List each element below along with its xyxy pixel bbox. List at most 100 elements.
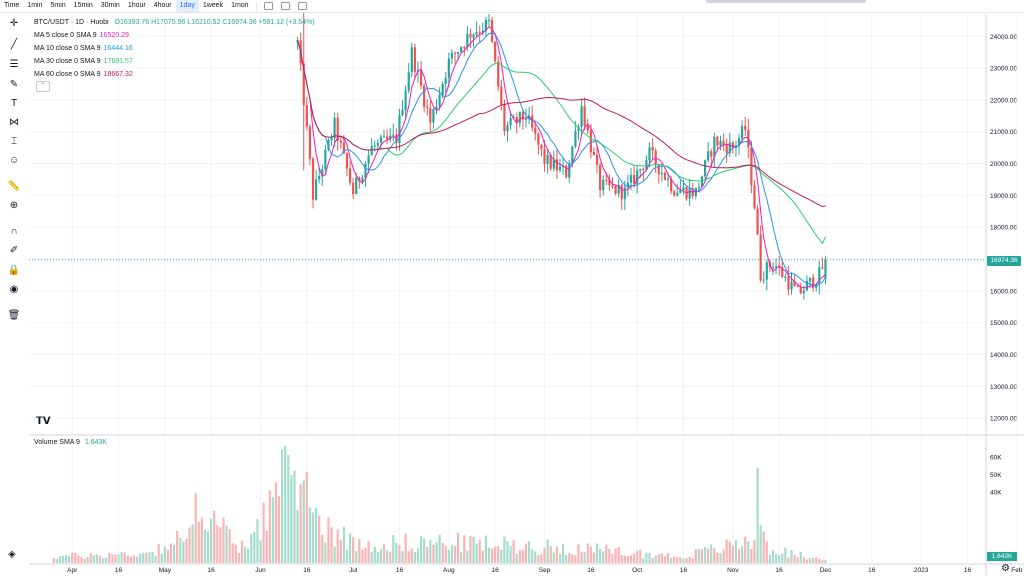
emoji-icon[interactable]: ☺	[8, 154, 20, 166]
volume-bar	[490, 548, 494, 563]
volume-bar	[213, 510, 216, 563]
collapse-legend-button[interactable]: ⌃	[36, 81, 50, 92]
tradingview-logo[interactable]: 𝗧𝗩	[36, 416, 51, 427]
volume-bar	[824, 560, 827, 563]
time-tick-label: May	[159, 567, 172, 574]
interval-5min[interactable]: 5min	[50, 2, 66, 9]
volume-bar	[386, 550, 389, 563]
lock-icon[interactable]: 🔒	[7, 264, 21, 276]
ma-legend-row[interactable]: MA 30 close 0 SMA 9 17691.57	[34, 55, 315, 68]
interval-1min[interactable]: 1min	[27, 2, 43, 9]
interval-1hour[interactable]: 1hour	[127, 2, 146, 9]
magnet-icon[interactable]: ∩	[10, 225, 18, 237]
candle-body	[629, 174, 633, 183]
volume-bar	[605, 544, 608, 563]
volume-bar	[592, 552, 596, 563]
candle-body	[762, 279, 765, 281]
interval-1mon[interactable]: 1mon	[231, 2, 249, 9]
price-tick-label: 24000.00	[990, 34, 1017, 41]
price-tick-label: 21000.00	[990, 129, 1017, 136]
volume-bar	[561, 544, 565, 563]
gear-icon[interactable]: ⚙	[1001, 563, 1010, 574]
volume-bar	[358, 538, 361, 563]
settings-icon[interactable]	[280, 2, 290, 10]
volume-bar	[151, 551, 154, 563]
candle-body	[432, 109, 435, 123]
trash-icon[interactable]: 🗑	[7, 309, 21, 321]
volume-bar	[774, 554, 778, 563]
candle-body	[457, 51, 460, 54]
volume-bar	[623, 555, 626, 563]
candle-body	[565, 166, 568, 178]
pattern-icon[interactable]: ⋈	[9, 116, 19, 128]
brush-icon[interactable]: ✎	[9, 78, 19, 90]
fib-retracement-icon[interactable]: ☰	[9, 58, 19, 70]
interval-time[interactable]: Time	[4, 2, 20, 9]
volume-bar	[602, 551, 605, 563]
volume-bar	[509, 546, 512, 563]
volume-bar	[392, 534, 395, 563]
candle-body	[487, 19, 491, 21]
ma-legend-label: MA 5 close 0 SMA 9	[34, 32, 97, 39]
interval-30min[interactable]: 30min	[100, 2, 120, 9]
volume-bar	[284, 445, 287, 563]
candle-body	[364, 163, 367, 178]
volume-bar	[247, 548, 250, 563]
ma-legend-row[interactable]: MA 5 close 0 SMA 9 16520.29	[34, 29, 315, 42]
candle-body	[805, 281, 809, 291]
volume-bar	[423, 538, 426, 563]
crosshair-icon[interactable]: ✛	[9, 17, 19, 29]
time-tick-label: Dec	[820, 567, 832, 574]
interval-1day[interactable]: 1day	[175, 0, 199, 12]
text-tool-icon[interactable]: T	[10, 97, 18, 109]
ma-legend-row[interactable]: MA 60 close 0 SMA 9 18667.32	[34, 68, 315, 81]
volume-bar	[762, 531, 765, 563]
ruler-icon[interactable]: 📏	[7, 180, 21, 192]
volume-bar	[222, 517, 225, 563]
candle-body	[744, 125, 747, 130]
volume-bar	[89, 553, 92, 563]
candle-body	[679, 190, 682, 193]
volume-bar	[710, 544, 713, 563]
candle-body	[426, 106, 429, 109]
volume-bar	[460, 552, 463, 563]
volume-bar	[333, 546, 336, 563]
candle-body	[444, 77, 447, 84]
time-tick-label: Jul	[349, 567, 358, 574]
volume-bar	[271, 497, 274, 563]
eye-icon[interactable]: ◉	[9, 283, 19, 295]
zoom-in-icon[interactable]: ⊕	[9, 199, 19, 211]
volume-bar	[83, 558, 86, 563]
interval-1week[interactable]: 1week	[202, 2, 224, 9]
candle-body	[386, 136, 389, 140]
candle-body	[490, 19, 494, 42]
volume-bar	[352, 537, 355, 563]
volume-bar	[95, 554, 99, 563]
interval-15min[interactable]: 15min	[73, 2, 93, 9]
candle-body	[654, 150, 657, 165]
symbol-label[interactable]: BTC/USDT · 1D · Huobi	[34, 19, 109, 26]
volume-bar	[685, 558, 688, 563]
candle-body	[605, 179, 608, 181]
lock-drawing-icon[interactable]: ✐	[9, 244, 19, 256]
fullscreen-icon[interactable]	[297, 2, 307, 10]
volume-bar	[216, 525, 219, 563]
volume-bar	[219, 527, 222, 563]
trend-line-icon[interactable]: ╱	[10, 38, 18, 50]
candle-body	[460, 47, 463, 52]
ma-legend-row[interactable]: MA 10 close 0 SMA 9 16444.16	[34, 42, 315, 55]
volume-bar	[429, 539, 432, 563]
measure-icon[interactable]: ⌶	[11, 135, 17, 147]
candle-body	[750, 147, 753, 186]
ma-line-5	[297, 26, 826, 289]
volume-bar	[620, 555, 623, 563]
volume-bar	[787, 557, 790, 563]
interval-4hour[interactable]: 4hour	[153, 2, 172, 9]
indicators-icon[interactable]	[263, 2, 273, 10]
time-tick-label: Apr	[67, 567, 78, 574]
candle-body	[419, 70, 423, 86]
volume-bar	[114, 554, 117, 563]
layers-icon[interactable]: ◈	[8, 549, 16, 560]
candle-body	[389, 135, 392, 140]
